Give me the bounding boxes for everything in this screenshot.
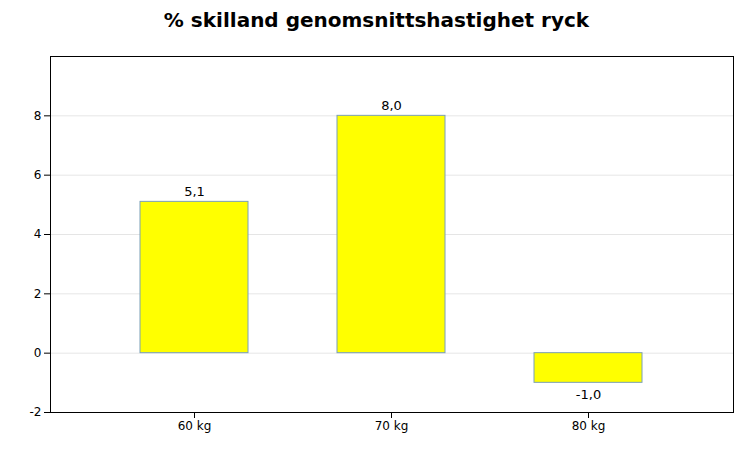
svg-text:80 kg: 80 kg <box>572 419 606 433</box>
svg-text:4: 4 <box>34 227 42 241</box>
svg-text:0: 0 <box>34 346 42 360</box>
svg-text:60 kg: 60 kg <box>178 419 212 433</box>
svg-text:2: 2 <box>34 287 42 301</box>
svg-text:8: 8 <box>34 109 42 123</box>
svg-text:8,0: 8,0 <box>381 98 402 113</box>
svg-text:6: 6 <box>34 168 42 182</box>
svg-text:70 kg: 70 kg <box>375 419 409 433</box>
svg-text:-1,0: -1,0 <box>576 387 601 402</box>
svg-text:5,1: 5,1 <box>184 184 205 199</box>
html-text:% skilland genomsnittshastighe: % skilland genomsnittshastighet ryck <box>163 8 590 32</box>
svg-text:-2: -2 <box>30 405 42 419</box>
